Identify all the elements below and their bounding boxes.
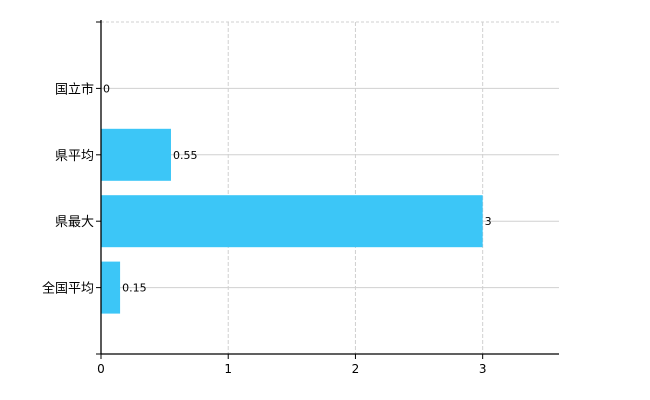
- bar: [101, 128, 171, 181]
- category-label: 県最大: [55, 215, 94, 230]
- x-tick-label: 3: [479, 362, 487, 376]
- category-label: 県平均: [55, 149, 94, 164]
- x-tick-label: 0: [97, 362, 105, 376]
- bar: [101, 195, 483, 248]
- data-label: 0.15: [122, 282, 147, 295]
- data-label: 0.55: [173, 149, 198, 162]
- x-tick-label: 2: [352, 362, 360, 376]
- bar: [101, 261, 121, 314]
- category-label: 国立市: [55, 81, 94, 97]
- category-label: 全国平均: [42, 281, 94, 297]
- data-label: 3: [485, 215, 492, 228]
- x-tick-label: 1: [224, 362, 232, 376]
- data-label: 0: [103, 82, 110, 95]
